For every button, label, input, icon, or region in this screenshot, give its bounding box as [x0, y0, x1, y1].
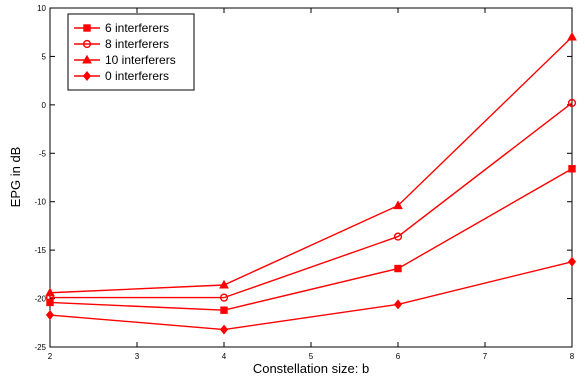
data-point-diamond [393, 299, 403, 310]
series-layer [45, 31, 577, 335]
data-point-circle [82, 39, 92, 49]
data-point-triangle [219, 279, 229, 289]
legend-item: 8 interferers [74, 37, 169, 51]
data-point-circle [393, 232, 403, 241]
legend-item: 0 interferers [74, 69, 169, 83]
y-tick-label: 5 [42, 52, 47, 61]
legend-label: 0 interferers [105, 69, 169, 83]
y-tick-label: -10 [34, 198, 46, 207]
y-tick-label: -5 [39, 149, 47, 158]
data-point-diamond [82, 71, 92, 81]
y-axis: -25 -20 -15 -10 -5 0 5 10 [34, 4, 572, 352]
x-tick-label: 8 [570, 352, 575, 361]
series-10-interferers [45, 31, 577, 297]
data-point-circle [219, 293, 229, 302]
y-tick-label: -15 [34, 246, 46, 255]
x-tick-label: 5 [309, 352, 314, 361]
data-point-square [220, 306, 228, 314]
series-8-interferers [45, 98, 577, 302]
series-0-interferers [45, 256, 577, 335]
data-point-triangle [45, 287, 55, 297]
data-point-triangle [567, 31, 577, 41]
y-tick-label: -25 [34, 343, 46, 352]
series-6-interferers [46, 165, 576, 314]
data-point-diamond [219, 324, 229, 335]
legend: 6 interferers 8 interferers 10 interferers… [67, 13, 195, 91]
y-tick-label: 10 [37, 4, 46, 13]
x-tick-label: 2 [48, 352, 53, 361]
data-point-square [568, 165, 576, 173]
series-line [49, 168, 573, 311]
data-point-triangle [393, 200, 403, 210]
legend-item: 6 interferers [74, 21, 169, 35]
data-point-square [394, 264, 402, 273]
y-axis-label: EPG in dB [8, 147, 23, 208]
legend-label: 6 interferers [105, 21, 169, 35]
series-line [49, 36, 573, 294]
data-point-triangle [82, 54, 92, 64]
data-point-diamond [45, 310, 55, 321]
data-point-square [83, 24, 91, 32]
legend-item: 10 interferers [74, 53, 176, 67]
legend-label: 8 interferers [105, 37, 169, 51]
data-point-square [46, 298, 54, 307]
x-tick-label: 7 [483, 352, 488, 361]
series-line [50, 102, 573, 299]
x-axis-label: Constellation size: b [253, 361, 369, 376]
x-axis: 2 3 4 5 6 7 8 [48, 8, 575, 361]
data-point-circle [567, 98, 577, 108]
legend-label: 10 interferers [105, 53, 176, 67]
x-tick-label: 3 [135, 352, 140, 361]
y-tick-label: 0 [42, 101, 47, 110]
data-point-diamond [567, 256, 577, 267]
y-tick-label: -20 [34, 295, 46, 304]
series-line [49, 261, 573, 331]
x-tick-label: 4 [222, 352, 227, 361]
x-tick-label: 6 [396, 352, 401, 361]
